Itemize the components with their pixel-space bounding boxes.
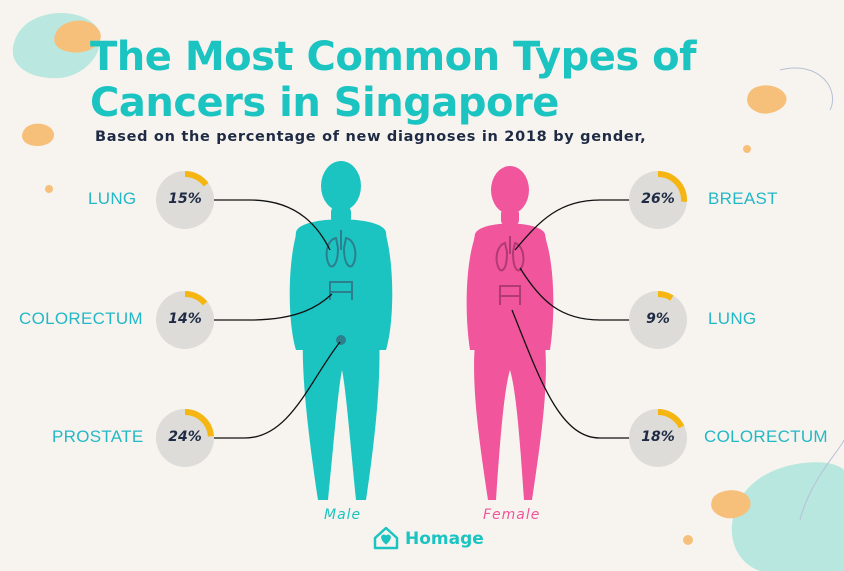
label-female-lung: LUNG: [708, 309, 757, 328]
title-line-1: The Most Common Types of: [90, 34, 697, 80]
ring-track-male-prostate: [156, 409, 214, 467]
brand-name: Homage: [405, 529, 484, 549]
male-organs: [325, 230, 357, 345]
ring-track-female-colorectum: [629, 409, 687, 467]
rings: [156, 171, 687, 467]
orange-blob-left: [22, 123, 55, 146]
orange-dot-bottom: [683, 535, 693, 545]
orange-dot-left: [45, 185, 53, 193]
ring-track-female-lung: [629, 291, 687, 349]
male-prostate-icon: [336, 335, 346, 345]
ring-track-male-colorectum: [156, 291, 214, 349]
connector-male-prostate: [214, 341, 341, 439]
value-male-lung: 15%: [168, 191, 202, 207]
male-figure: [289, 161, 393, 500]
title-line-2: Cancers in Singapore: [90, 80, 559, 126]
male-colon-icon: [329, 281, 353, 300]
male-lungs-icon: [325, 230, 357, 268]
connector-female-colorectum: [511, 309, 630, 439]
label-female-colorectum: COLORECTUM: [704, 427, 828, 446]
female-lungs-icon: [495, 236, 525, 272]
teal-blob-bottom-right: [731, 462, 844, 571]
ring-arc-female-breast: [657, 171, 687, 202]
ring-arc-female-colorectum: [657, 409, 685, 429]
male-label: Male: [324, 507, 362, 523]
page-subtitle: Based on the percentage of new diagnoses…: [95, 129, 647, 145]
connector-male-lung: [214, 199, 331, 251]
homage-logo-icon: [373, 526, 399, 550]
ring-arc-male-lung: [184, 171, 209, 187]
orange-dot-right: [743, 145, 751, 153]
decorative-blobs: [12, 12, 844, 571]
female-label: Female: [483, 507, 541, 523]
connector-male-colorectum: [214, 293, 333, 321]
value-female-lung: 9%: [646, 311, 670, 327]
connector-lines: [214, 199, 630, 439]
orange-blob-bottom-right: [711, 490, 751, 519]
orange-blob-right: [747, 85, 787, 114]
ring-arc-male-prostate: [184, 409, 214, 437]
progress-arcs: [184, 171, 687, 437]
female-colon-icon: [499, 285, 521, 305]
ring-track-female-breast: [629, 171, 687, 229]
orange-blob-top-left: [54, 20, 101, 53]
value-male-prostate: 24%: [168, 429, 202, 445]
female-figure: [466, 166, 554, 500]
ring-arc-female-lung: [657, 291, 674, 301]
label-male-prostate: PROSTATE: [52, 427, 144, 446]
value-female-colorectum: 18%: [641, 429, 675, 445]
connector-female-lung: [519, 267, 630, 321]
page-title: The Most Common Types of Cancers in Sing…: [90, 34, 697, 126]
female-organs: [495, 236, 525, 305]
value-female-breast: 26%: [641, 191, 675, 207]
connector-female-breast: [514, 199, 630, 251]
label-female-breast: BREAST: [708, 189, 778, 208]
ring-track-male-lung: [156, 171, 214, 229]
label-male-lung: LUNG: [88, 189, 137, 208]
ring-arc-male-colorectum: [184, 291, 208, 306]
line-doodle-right: [779, 67, 844, 521]
label-male-colorectum: COLORECTUM: [19, 309, 143, 328]
value-male-colorectum: 14%: [168, 311, 202, 327]
